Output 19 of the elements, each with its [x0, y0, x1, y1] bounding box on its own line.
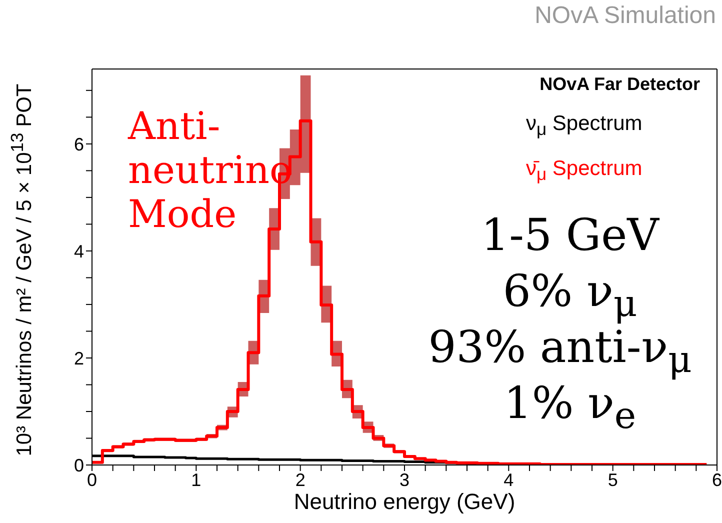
text: ν̄$_{μ}$ Spectrum	[526, 156, 642, 186]
x-tick-label: 2	[295, 470, 306, 490]
annotation: 1% ν$_{e}$	[504, 378, 636, 437]
y-tick-label: 6	[74, 134, 84, 154]
y-tick-label: 4	[74, 241, 84, 262]
x-tick-label: 1	[191, 470, 202, 490]
chart-title: NOvA Far Detector	[538, 74, 700, 95]
y-tick-label: 0	[74, 455, 84, 476]
x-tick-label: 4	[504, 470, 514, 490]
text: NOvA Simulation	[534, 2, 716, 30]
y-tick-label: 2	[74, 348, 84, 368]
annotation: 6% ν$_{μ}$	[502, 266, 638, 325]
x-axis-title: Neutrino energy (GeV)	[294, 489, 516, 514]
x-tick-label: 6	[712, 470, 722, 490]
annotation: 1-5 GeV	[480, 210, 660, 261]
text: ν$_{μ}$ Spectrum	[526, 111, 642, 142]
x-tick-label: 3	[399, 470, 410, 490]
x-tick-label: 5	[608, 470, 618, 490]
x-tick-label: 0	[86, 470, 98, 490]
